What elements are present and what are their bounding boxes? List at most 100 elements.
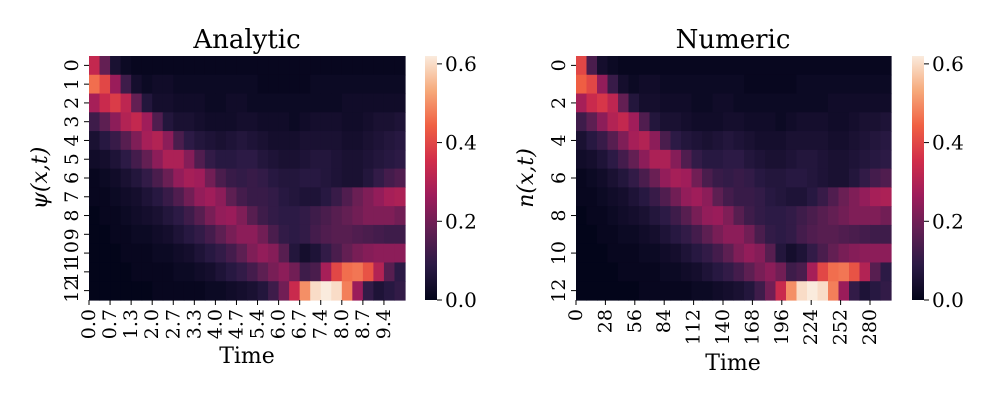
heatmap-cell <box>849 56 861 76</box>
heatmap-cell <box>236 149 248 170</box>
heatmap-cell <box>173 74 185 95</box>
heatmap-cell <box>120 112 132 132</box>
heatmap-cell <box>131 131 143 151</box>
heatmap-cell <box>817 74 829 95</box>
heatmap-cell <box>576 56 588 76</box>
heatmap-cell <box>331 93 343 113</box>
heatmap-cell <box>796 262 808 282</box>
x-tick-label: 0.0 <box>78 309 100 339</box>
heatmap-cell <box>131 112 143 132</box>
heatmap-cell <box>152 56 164 76</box>
heatmap-cell <box>152 281 164 301</box>
heatmap-cell <box>183 281 195 301</box>
heatmap-cell <box>383 112 396 132</box>
heatmap-cell <box>89 112 101 132</box>
x-tick-label: 168 <box>741 309 763 345</box>
heatmap-cell <box>383 56 396 76</box>
heatmap-cell <box>215 243 227 264</box>
heatmap-cell <box>723 131 735 151</box>
heatmap-cell <box>162 187 174 207</box>
heatmap-cell <box>607 112 619 132</box>
heatmap-cell <box>628 74 640 95</box>
heatmap-cell <box>586 224 598 245</box>
heatmap-cell <box>691 206 703 226</box>
analytic-xlabel: Time <box>219 344 275 369</box>
heatmap-cell <box>639 206 651 226</box>
heatmap-cell <box>870 187 882 207</box>
heatmap-cell <box>849 112 861 132</box>
heatmap-cell <box>744 112 756 132</box>
heatmap-cell <box>649 168 661 188</box>
heatmap-cell <box>268 74 280 95</box>
heatmap-cell <box>754 168 766 188</box>
heatmap-cell <box>110 56 122 76</box>
heatmap-cell <box>733 112 745 132</box>
heatmap-cell <box>341 168 353 188</box>
heatmap-cell <box>618 149 630 170</box>
heatmap-cell <box>225 74 238 95</box>
heatmap-cell <box>310 168 322 188</box>
heatmap-cell <box>607 243 619 264</box>
heatmap-cell <box>670 243 682 264</box>
y-tick-label: 7 <box>61 191 83 203</box>
heatmap-cell <box>204 281 216 301</box>
heatmap-cell <box>754 74 766 95</box>
heatmap-cell <box>257 224 269 245</box>
heatmap-cell <box>765 206 777 226</box>
heatmap-cell <box>639 56 651 76</box>
heatmap-cell <box>341 131 353 151</box>
heatmap-cell <box>257 281 269 301</box>
heatmap-cell <box>817 149 829 170</box>
heatmap-cell <box>744 281 756 301</box>
x-tick-label: 1.3 <box>120 309 142 339</box>
heatmap-cell <box>597 206 609 226</box>
heatmap-cell <box>870 206 882 226</box>
heatmap-cell <box>383 131 396 151</box>
heatmap-cell <box>639 149 651 170</box>
heatmap-cell <box>828 168 840 188</box>
heatmap-cell <box>289 131 301 151</box>
heatmap-cell <box>236 262 248 282</box>
heatmap-cell <box>331 262 343 282</box>
heatmap-cell <box>838 93 850 113</box>
heatmap-cell <box>236 112 248 132</box>
heatmap-cell <box>162 56 174 76</box>
heatmap-cell <box>817 206 829 226</box>
heatmap-cell <box>712 149 724 170</box>
heatmap-cell <box>341 224 353 245</box>
heatmap-cell <box>807 149 819 170</box>
heatmap-cell <box>204 56 216 76</box>
heatmap-cell <box>310 243 322 264</box>
heatmap-cell <box>639 93 651 113</box>
heatmap-cell <box>670 56 682 76</box>
heatmap-cell <box>586 93 598 113</box>
heatmap-cell <box>257 206 269 226</box>
heatmap-cell <box>681 206 693 226</box>
heatmap-cell <box>99 281 111 301</box>
heatmap-cell <box>775 56 787 76</box>
heatmap-cell <box>765 149 777 170</box>
heatmap-cell <box>204 206 216 226</box>
heatmap-cell <box>628 112 640 132</box>
heatmap-cell <box>215 74 227 95</box>
x-tick-label: 6.0 <box>268 309 290 339</box>
heatmap-cell <box>765 281 777 301</box>
numeric-colorbar: 0.0 0.2 0.4 0.6 <box>912 52 964 312</box>
heatmap-cell <box>289 149 301 170</box>
heatmap-cell <box>660 74 672 95</box>
heatmap-cell <box>670 168 682 188</box>
heatmap-cell <box>278 262 290 282</box>
heatmap-cell <box>141 112 153 132</box>
heatmap-cell <box>204 243 216 264</box>
heatmap-cell <box>786 262 798 282</box>
heatmap-cell <box>880 281 892 301</box>
heatmap-cell <box>310 112 322 132</box>
heatmap-cell <box>744 168 756 188</box>
heatmap-cell <box>786 74 798 95</box>
heatmap-cell <box>110 168 122 188</box>
heatmap-cell <box>215 93 227 113</box>
heatmap-cell <box>120 149 132 170</box>
heatmap-cell <box>204 149 216 170</box>
heatmap-cell <box>173 206 185 226</box>
numeric-ylabel: n(x,t) <box>514 148 539 208</box>
